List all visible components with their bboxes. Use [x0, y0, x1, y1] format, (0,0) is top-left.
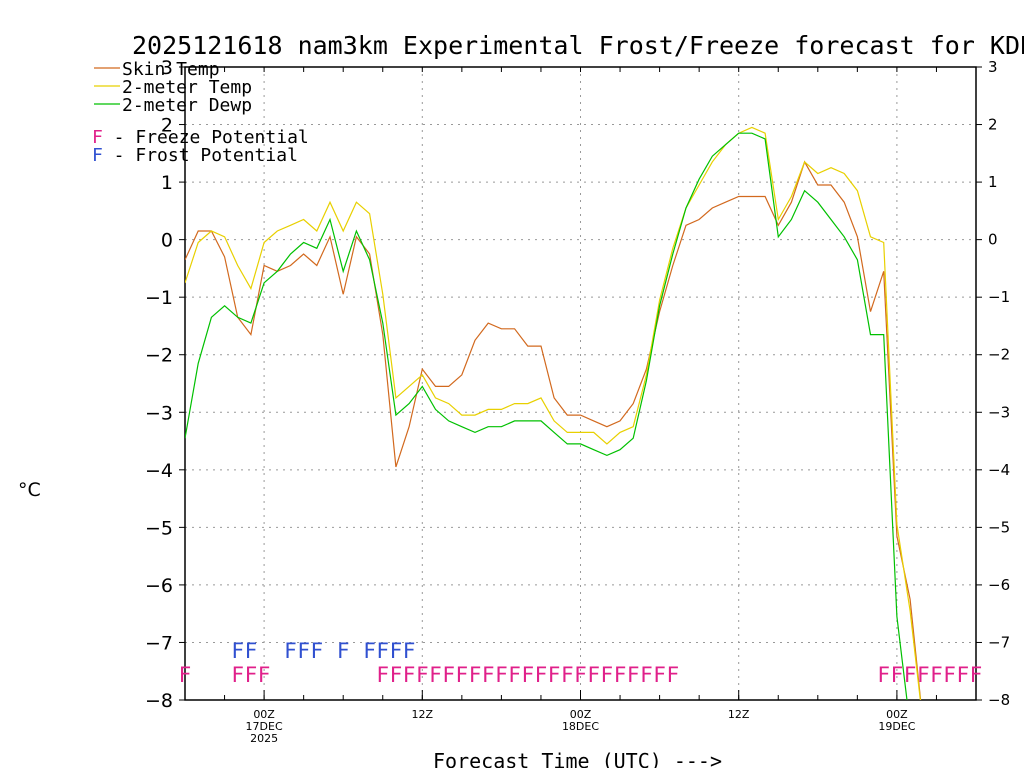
- freeze-potential-mark: F: [179, 663, 192, 687]
- x-tick-label: 19DEC: [878, 720, 915, 733]
- freeze-potential-mark: F: [627, 663, 640, 687]
- y-tick-label-left: 1: [161, 172, 173, 194]
- y-tick-label-left: 3: [161, 57, 173, 79]
- legend-skin-label: Skin Temp: [122, 59, 220, 80]
- y-tick-label-left: −7: [145, 632, 173, 654]
- freeze-potential-mark: F: [469, 663, 482, 687]
- frost-potential-mark: F: [376, 639, 389, 663]
- frost-potential-mark: F: [337, 639, 350, 663]
- freeze-potential-mark: F: [482, 663, 495, 687]
- y-tick-label-left: −4: [145, 460, 173, 482]
- y-tick-label-left: −5: [145, 517, 173, 539]
- frost-potential-mark: F: [297, 639, 310, 663]
- freeze-potential-mark: F: [601, 663, 614, 687]
- series-line-2-meter-temp: [185, 126, 921, 700]
- freeze-potential-mark: F: [231, 663, 244, 687]
- frost-potential-mark: F: [390, 639, 403, 663]
- y-tick-label-right: −4: [988, 461, 1010, 479]
- freeze-potential-mark: F: [403, 663, 416, 687]
- x-tick-label: 17DEC: [246, 720, 283, 733]
- frost-potential-mark: F: [311, 639, 324, 663]
- freeze-potential-mark: F: [917, 663, 930, 687]
- series-line-skin-temp: [185, 160, 922, 700]
- freeze-potential-mark: F: [416, 663, 429, 687]
- legend-freeze-symbol: F: [92, 127, 103, 148]
- y-tick-label-left: −3: [145, 402, 173, 424]
- freeze-potential-mark: F: [970, 663, 983, 687]
- svg-text:F - Frost Potential: F - Frost Potential: [92, 145, 298, 166]
- y-tick-label-right: −1: [988, 288, 1010, 306]
- freeze-potential-mark: F: [943, 663, 956, 687]
- freeze-potential-mark: F: [574, 663, 587, 687]
- freeze-potential-mark: F: [587, 663, 600, 687]
- y-tick-label-right: 3: [988, 58, 998, 76]
- freeze-potential-mark: F: [508, 663, 521, 687]
- y-axis-label: °C: [18, 479, 41, 501]
- y-tick-label-right: −3: [988, 403, 1010, 421]
- y-tick-label-right: −8: [988, 691, 1010, 709]
- frost-potential-mark: F: [403, 639, 416, 663]
- frost-potential-mark: F: [231, 639, 244, 663]
- x-tick-label: 00Z: [886, 708, 908, 721]
- freeze-potential-mark: F: [640, 663, 653, 687]
- legend-temp-label: 2-meter Temp: [122, 77, 252, 98]
- freeze-potential-mark: F: [245, 663, 258, 687]
- y-tick-label-left: −1: [145, 287, 173, 309]
- y-tick-label-right: −2: [988, 346, 1010, 364]
- freeze-potential-mark: F: [930, 663, 943, 687]
- y-tick-label-left: 2: [161, 115, 173, 137]
- y-tick-label-left: −8: [145, 690, 173, 712]
- chart-title: 2025121618 nam3km Experimental Frost/Fre…: [132, 31, 1024, 60]
- series-line-2-meter-dewp: [185, 132, 908, 700]
- y-tick-label-right: −6: [988, 576, 1010, 594]
- y-tick-label-right: −5: [988, 518, 1010, 536]
- x-tick-label: 12Z: [412, 708, 434, 721]
- legend: Skin Temp 2-meter Temp 2-meter Dewp F - …: [92, 59, 309, 166]
- freeze-potential-mark: F: [614, 663, 627, 687]
- freeze-potential-mark: F: [548, 663, 561, 687]
- y-tick-label-right: 0: [988, 231, 998, 249]
- legend-dewp-label: 2-meter Dewp: [122, 95, 252, 116]
- legend-frost-label: - Frost Potential: [103, 145, 298, 166]
- y-tick-label-right: 2: [988, 116, 998, 134]
- frost-potential-mark: F: [363, 639, 376, 663]
- freeze-potential-mark: F: [258, 663, 271, 687]
- freeze-potential-mark: F: [956, 663, 969, 687]
- freeze-potential-mark: F: [390, 663, 403, 687]
- frost-potential-mark: F: [284, 639, 297, 663]
- grid-layer: [185, 67, 976, 700]
- freeze-potential-mark: F: [521, 663, 534, 687]
- x-axis-label: Forecast Time (UTC) --->: [433, 749, 722, 768]
- x-tick-label: 12Z: [728, 708, 750, 721]
- y-tick-label-right: 1: [988, 173, 998, 191]
- freeze-potential-mark: F: [666, 663, 679, 687]
- x-tick-label: 00Z: [570, 708, 592, 721]
- legend-frost-symbol: F: [92, 145, 103, 166]
- freeze-potential-mark: F: [429, 663, 442, 687]
- y-tick-label-left: 0: [161, 230, 173, 252]
- freeze-potential-mark: F: [535, 663, 548, 687]
- series-layer: [185, 126, 922, 700]
- y-tick-label-right: −7: [988, 633, 1010, 651]
- freeze-potential-mark: F: [891, 663, 904, 687]
- x-tick-label: 18DEC: [562, 720, 599, 733]
- y-tick-label-left: −6: [145, 575, 173, 597]
- y-tick-label-left: −2: [145, 345, 173, 367]
- svg-text:F - Freeze Potential: F - Freeze Potential: [92, 127, 309, 148]
- x-tick-label: 00Z: [253, 708, 275, 721]
- freeze-potential-mark: F: [904, 663, 917, 687]
- frost-potential-mark: F: [245, 639, 258, 663]
- freeze-potential-mark: F: [442, 663, 455, 687]
- freeze-potential-mark: F: [561, 663, 574, 687]
- legend-freeze-label: - Freeze Potential: [103, 127, 309, 148]
- potential-marks: F F F F F F F F F FF F F F F F F F F F F F F F F F F F F F F F F F F F F F F F…: [179, 639, 983, 687]
- x-tick-label: 2025: [250, 732, 278, 745]
- freeze-potential-mark: F: [653, 663, 666, 687]
- freeze-potential-mark: F: [456, 663, 469, 687]
- freeze-potential-mark: F: [495, 663, 508, 687]
- tick-layer: 3 3 2 2 1 1 0 0 −1 −1 −2 −2 −3 −3 −4 −4 −5 −5 −6 −6 −7 −7 −8 −8…: [145, 57, 1010, 745]
- freeze-potential-mark: F: [877, 663, 890, 687]
- freeze-potential-mark: F: [376, 663, 389, 687]
